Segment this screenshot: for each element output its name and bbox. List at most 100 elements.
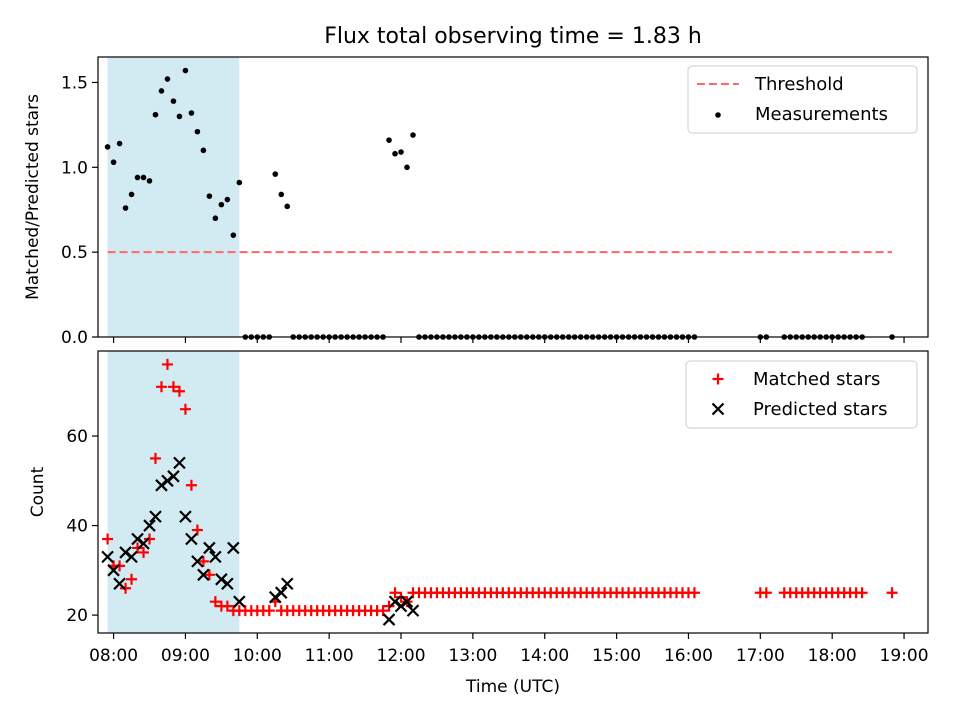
x-tick-label: 18:00	[808, 646, 857, 666]
measurement-point	[194, 128, 201, 135]
top-legend-box	[687, 65, 918, 134]
legend-matched-swatch	[712, 373, 724, 385]
predicted-point	[179, 510, 192, 523]
top-y-axis: 0.0 0.5 1.0 1.5	[61, 73, 98, 348]
x-tick-label: 16:00	[664, 646, 713, 666]
top-legend: Threshold Measurements	[687, 65, 918, 134]
matched-stars-series	[102, 358, 898, 617]
x-tick-label: 09:00	[161, 646, 210, 666]
matched-point	[856, 587, 868, 599]
x-tick-label: 14:00	[520, 646, 569, 666]
bottom-panel: 20 40 60 08:00 09:00 10:00 11:00 12:00 13:00 14:…	[28, 350, 929, 697]
measurement-point	[272, 171, 279, 177]
measurement-point	[182, 67, 189, 74]
bottom-legend-box	[685, 360, 918, 429]
x-tick-label: 11:00	[305, 646, 354, 666]
matched-point	[173, 385, 185, 397]
bottom-x-axis: 08:00 09:00 10:00 11:00 12:00 13:00 14:00 15:00…	[89, 633, 929, 666]
measurement-point	[176, 113, 183, 120]
measurement-point	[212, 215, 219, 222]
y-tick-label: 1.5	[61, 73, 88, 93]
matched-point	[179, 403, 191, 415]
predicted-point	[191, 555, 204, 568]
bottom-y-axis: 20 40 60	[66, 427, 98, 626]
measurement-point	[392, 150, 398, 157]
matched-point	[203, 569, 215, 581]
matched-point	[197, 555, 209, 567]
matched-point	[209, 596, 221, 608]
x-tick-label: 12:00	[377, 646, 426, 666]
predicted-point	[173, 456, 186, 470]
predicted-point	[125, 550, 138, 564]
measurement-point	[134, 174, 141, 181]
matched-point	[263, 605, 275, 617]
predicted-point	[209, 550, 222, 564]
matched-point	[886, 587, 898, 599]
predicted-point	[143, 519, 156, 532]
measurement-point	[122, 205, 129, 211]
predicted-point	[203, 541, 216, 555]
measurement-point	[140, 174, 147, 181]
predicted-point	[406, 604, 420, 617]
legend-matched-marker	[712, 373, 724, 385]
predicted-point	[233, 595, 246, 608]
y-tick-label: 1.0	[61, 158, 88, 178]
legend-matched-label: Matched stars	[753, 369, 880, 390]
measurement-point	[200, 147, 207, 154]
matched-point	[138, 546, 150, 558]
predicted-point	[167, 470, 180, 483]
measurement-point	[284, 203, 291, 210]
measurement-point	[152, 111, 159, 118]
bottom-highlight-span	[107, 351, 240, 633]
matched-point	[377, 605, 389, 617]
legend-threshold-label: Threshold	[754, 74, 844, 95]
measurement-point	[224, 196, 231, 203]
measurement-point	[128, 191, 135, 198]
legend-measurements-label: Measurements	[755, 104, 888, 125]
predicted-point	[197, 568, 210, 582]
matched-point	[149, 452, 161, 464]
matched-point	[191, 524, 203, 536]
measurement-point	[386, 137, 392, 143]
predicted-point	[280, 577, 294, 591]
top-y-axis-label: Matched/Predicted stars	[23, 94, 43, 300]
measurement-point	[188, 110, 195, 116]
matched-point	[167, 381, 179, 393]
y-tick-label: 0.5	[61, 243, 88, 263]
x-tick-label: 08:00	[89, 646, 138, 666]
bottom-legend: Matched stars Predicted stars	[685, 360, 918, 429]
measurement-point	[236, 179, 243, 186]
measurement-point	[206, 193, 213, 199]
top-panel: 0.0 0.5 1.0 1.5 Matched/Predicted stars Thr…	[23, 56, 929, 348]
x-tick-label: 15:00	[592, 646, 641, 666]
predicted-point	[274, 586, 288, 599]
measurement-point	[146, 178, 153, 184]
matched-point	[221, 600, 233, 612]
predicted-point	[149, 510, 162, 523]
measurement-point	[158, 88, 165, 94]
y-tick-label: 40	[66, 517, 88, 537]
predicted-point	[400, 595, 414, 608]
x-tick-label: 19:00	[880, 646, 929, 666]
legend-measurements-swatch	[715, 112, 721, 118]
y-tick-label: 0.0	[61, 328, 88, 348]
bottom-axes-frame	[97, 350, 929, 634]
matched-point	[126, 573, 138, 585]
predicted-point	[107, 564, 120, 577]
measurement-point	[116, 140, 123, 147]
top-axes-frame	[97, 56, 929, 338]
y-tick-label: 20	[66, 606, 88, 626]
measurement-point	[410, 132, 416, 138]
measurement-point	[398, 149, 404, 155]
matched-point	[185, 479, 197, 491]
measurement-point	[104, 144, 111, 150]
measurement-point	[230, 232, 237, 238]
matched-point	[161, 358, 173, 370]
x-tick-label: 13:00	[448, 646, 497, 666]
bottom-y-axis-label: Count	[28, 466, 48, 517]
legend-predicted-label: Predicted stars	[753, 399, 887, 420]
measurement-point	[170, 98, 177, 104]
predicted-point	[185, 532, 198, 546]
predicted-point	[227, 541, 240, 555]
